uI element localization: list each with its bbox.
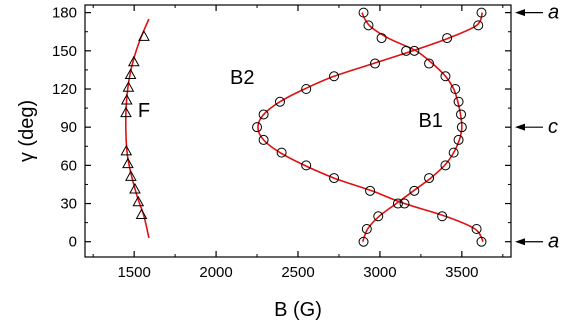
circle-point xyxy=(365,185,376,196)
x-axis-title: B (G) xyxy=(274,299,322,321)
circle-point xyxy=(473,20,484,31)
triangle-point xyxy=(138,30,150,41)
circle-point xyxy=(301,84,312,94)
arrow-head xyxy=(515,238,525,246)
circle-point xyxy=(274,96,285,107)
circle-point xyxy=(437,211,448,222)
circle-point xyxy=(409,185,420,196)
circle-point xyxy=(392,198,403,209)
circle-point xyxy=(373,211,384,222)
y-axis-title: γ (deg) xyxy=(16,100,38,162)
fit-curve xyxy=(361,12,463,242)
y-tick-label: 90 xyxy=(60,119,77,136)
y-tick-label: 150 xyxy=(52,43,77,60)
circle-point xyxy=(252,122,263,133)
orientation-label: a xyxy=(548,231,559,253)
curve-label: F xyxy=(138,100,150,122)
circle-point xyxy=(399,198,410,209)
x-tick-label: 3000 xyxy=(363,264,396,281)
orientation-label: c xyxy=(548,116,558,138)
circle-point xyxy=(424,58,435,69)
circle-point xyxy=(456,109,467,120)
y-tick-label: 60 xyxy=(60,157,77,174)
y-tick-label: 30 xyxy=(60,196,77,213)
y-tick-label: 0 xyxy=(69,234,77,251)
circle-point xyxy=(276,147,287,158)
circle-point xyxy=(440,71,451,82)
circle-point xyxy=(442,33,453,44)
circle-point xyxy=(370,58,381,69)
triangle-point xyxy=(125,170,137,181)
x-tick-label: 3500 xyxy=(445,264,478,281)
triangle-point xyxy=(120,93,133,105)
y-tick-label: 120 xyxy=(52,81,77,98)
circle-point xyxy=(329,173,340,184)
fit-curves xyxy=(124,12,484,243)
arrow-head xyxy=(515,9,525,17)
x-tick-label: 2000 xyxy=(199,264,232,281)
circle-point xyxy=(358,7,369,18)
y-tick-label: 180 xyxy=(52,5,77,22)
circle-point xyxy=(301,160,312,171)
circle-point xyxy=(424,173,435,184)
x-tick-label: 2500 xyxy=(281,264,314,281)
triangle-point xyxy=(129,183,141,194)
circle-point xyxy=(258,109,269,120)
orientation-label: a xyxy=(548,2,559,24)
circle-point xyxy=(453,134,464,145)
circle-point xyxy=(440,160,451,171)
orientation-markers: a c a xyxy=(515,2,559,253)
triangle-point xyxy=(122,157,134,169)
fit-curve xyxy=(124,18,150,239)
circle-point xyxy=(453,96,464,107)
curve-label: B1 xyxy=(418,110,442,132)
triangle-point xyxy=(120,144,133,156)
x-tick-label: 1500 xyxy=(117,264,150,281)
arrow-head xyxy=(515,123,525,131)
triangle-point xyxy=(127,55,140,67)
circle-point xyxy=(471,224,482,234)
triangle-point xyxy=(132,195,145,207)
circle-point xyxy=(363,20,374,31)
circle-point xyxy=(258,134,269,145)
circle-point xyxy=(358,236,369,247)
circle-point xyxy=(329,71,340,82)
curve-labels: F B2 B1 xyxy=(138,67,443,132)
axis-ticks: 1500 2000 2500 3000 3500 0 30 60 90 120 150 180 xyxy=(52,5,511,281)
circle-point xyxy=(450,84,461,94)
circle-point xyxy=(476,236,487,247)
circle-point xyxy=(476,7,487,18)
fit-curve xyxy=(257,12,484,243)
circle-point xyxy=(376,33,387,44)
data-points xyxy=(120,7,487,247)
triangle-point xyxy=(120,106,132,118)
triangle-point xyxy=(135,208,148,219)
triangle-point xyxy=(122,81,135,92)
circle-point xyxy=(448,147,459,158)
triangle-point xyxy=(124,68,137,79)
circle-point xyxy=(401,45,412,56)
circle-point xyxy=(409,45,420,56)
curve-label: B2 xyxy=(230,67,254,89)
circle-point xyxy=(361,224,372,234)
circle-point xyxy=(456,122,467,133)
